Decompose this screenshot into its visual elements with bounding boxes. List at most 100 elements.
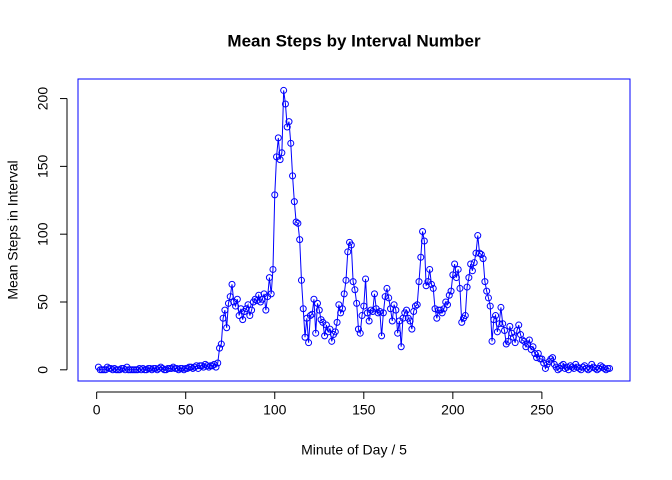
data-point	[429, 284, 437, 292]
data-point	[477, 251, 485, 259]
y-tick-label: 0	[35, 366, 51, 374]
data-point	[506, 322, 514, 330]
data-point	[333, 318, 341, 326]
data-point	[383, 284, 391, 292]
data-point	[358, 312, 366, 320]
data-point	[486, 302, 494, 310]
data-point	[463, 283, 471, 291]
data-point	[198, 362, 206, 370]
data-point	[269, 265, 277, 273]
data-point	[426, 265, 434, 273]
data-point	[493, 328, 501, 336]
x-tick-label: 50	[178, 402, 194, 418]
data-point	[541, 364, 549, 372]
data-point	[342, 276, 350, 284]
data-point	[308, 310, 316, 318]
data-point	[356, 329, 364, 337]
data-point	[178, 364, 186, 372]
data-point	[297, 276, 305, 284]
data-point	[593, 366, 601, 374]
data-point	[433, 314, 441, 322]
data-point	[454, 265, 462, 273]
data-point	[411, 302, 419, 310]
data-point	[606, 364, 614, 372]
data-point	[392, 306, 400, 314]
data-point	[397, 343, 405, 351]
data-point	[116, 366, 124, 374]
data-point	[340, 290, 348, 298]
data-point	[365, 317, 373, 325]
data-point	[139, 364, 147, 372]
data-point	[103, 363, 111, 371]
y-tick-label: 150	[35, 154, 51, 178]
data-point	[417, 253, 425, 261]
data-point	[538, 355, 546, 363]
data-point	[226, 293, 234, 301]
data-point	[511, 339, 519, 347]
x-tick-label: 100	[263, 402, 287, 418]
data-point	[378, 332, 386, 340]
data-point	[212, 363, 220, 371]
data-point	[175, 366, 183, 374]
x-tick-label: 250	[530, 402, 554, 418]
data-point	[233, 295, 241, 303]
data-point	[167, 364, 175, 372]
data-point	[301, 333, 309, 341]
data-point	[504, 337, 512, 345]
data-point	[267, 290, 275, 298]
data-point	[508, 329, 516, 337]
data-point	[438, 309, 446, 317]
data-point	[524, 340, 532, 348]
y-tick-label: 200	[35, 87, 51, 111]
data-point	[427, 280, 435, 288]
data-point	[370, 290, 378, 298]
data-point	[312, 329, 320, 337]
data-point	[531, 350, 539, 358]
data-point	[292, 218, 300, 226]
chart-title: Mean Steps by Interval Number	[227, 31, 481, 50]
data-point	[600, 364, 608, 372]
data-point	[322, 321, 330, 329]
data-point	[203, 362, 211, 370]
data-point	[349, 278, 357, 286]
y-axis-label: Mean Steps in Interval	[5, 160, 21, 299]
x-tick-label: 0	[93, 402, 101, 418]
data-point	[602, 366, 610, 374]
data-point	[474, 232, 482, 240]
data-point	[305, 339, 313, 347]
data-point	[214, 359, 222, 367]
data-point	[415, 278, 423, 286]
data-point	[338, 305, 346, 313]
data-point	[497, 303, 505, 311]
data-point	[451, 260, 459, 268]
data-point	[362, 275, 370, 283]
data-point	[456, 284, 464, 292]
data-point	[376, 307, 384, 315]
data-point	[285, 118, 293, 126]
x-tick-label: 150	[352, 402, 376, 418]
data-point	[579, 363, 587, 371]
data-point	[452, 274, 460, 282]
data-line	[98, 90, 610, 371]
data-point	[239, 316, 247, 324]
data-point	[296, 236, 304, 244]
data-point	[331, 328, 339, 336]
y-tick-label: 100	[35, 222, 51, 246]
data-point	[251, 295, 259, 303]
data-point	[467, 260, 475, 268]
data-point	[232, 302, 240, 310]
data-point	[313, 299, 321, 307]
data-point	[159, 364, 167, 372]
data-point	[169, 363, 177, 371]
data-point	[299, 305, 307, 313]
data-point	[351, 286, 359, 294]
data-point	[381, 293, 389, 301]
data-point	[525, 336, 533, 344]
data-point	[468, 267, 476, 275]
data-point	[413, 301, 421, 309]
data-point	[335, 301, 343, 309]
data-point	[183, 364, 191, 372]
plot-box	[77, 78, 631, 382]
data-point	[561, 364, 569, 372]
